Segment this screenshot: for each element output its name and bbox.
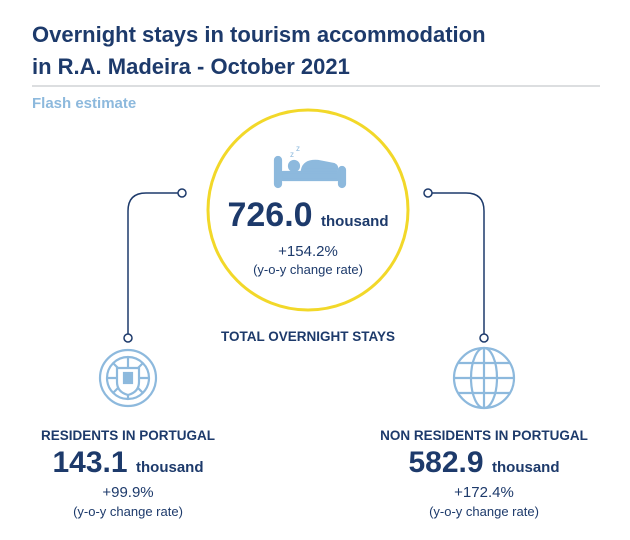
group-label: NON RESIDENTS IN PORTUGAL [380,428,588,443]
group-label: RESIDENTS IN PORTUGAL [41,428,215,443]
value: 726.0 [227,196,312,234]
total-value: 726.0 thousand [227,196,388,234]
group-change: +99.9% [102,484,153,501]
change-note: (y-o-y change rate) [429,504,539,519]
title-line: Overnight stays in tourism accommodation [32,22,486,47]
group-value: 143.1 thousand [52,446,203,479]
unit: thousand [136,459,204,476]
bed-icon: z z [273,144,347,189]
globe-icon [452,346,516,410]
title-line: in R.A. Madeira - October 2021 [32,54,350,79]
portugal-emblem-icon [98,348,158,408]
change-note: (y-o-y change rate) [73,504,183,519]
change-note: (y-o-y change rate) [253,262,363,277]
value: 582.9 [408,446,483,479]
svg-text:z: z [296,144,300,153]
connectors [123,188,489,343]
subtitle: Flash estimate [32,95,136,112]
group-change: +172.4% [454,484,514,501]
group-value: 582.9 thousand [408,446,559,479]
svg-text:z: z [290,150,294,159]
unit: thousand [321,213,389,230]
total-ring [206,108,410,312]
total-change: +154.2% [278,243,338,260]
total-label: TOTAL OVERNIGHT STAYS [221,329,395,344]
value: 143.1 [52,446,127,479]
unit: thousand [492,459,560,476]
